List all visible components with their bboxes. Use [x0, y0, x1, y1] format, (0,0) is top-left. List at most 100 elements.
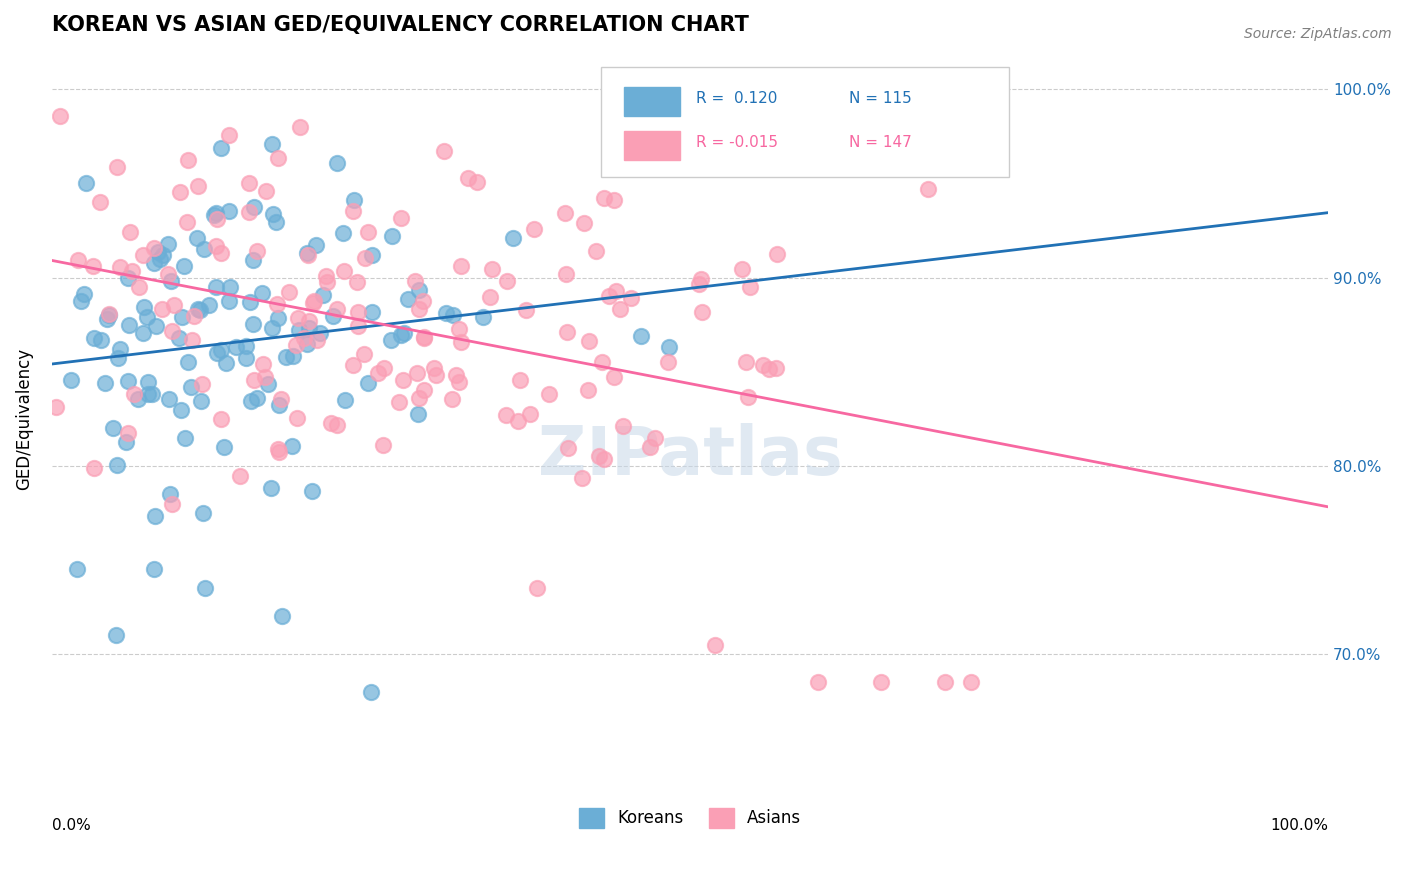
- Point: [412, 330, 434, 344]
- Point: [260, 481, 283, 495]
- Point: [148, 244, 170, 259]
- Point: [174, 431, 197, 445]
- Point: [297, 248, 319, 262]
- Point: [238, 176, 260, 190]
- Point: [588, 449, 610, 463]
- Point: [118, 318, 141, 333]
- Point: [177, 355, 200, 369]
- FancyBboxPatch shape: [624, 87, 679, 116]
- Point: [326, 417, 349, 432]
- Point: [110, 260, 132, 274]
- Point: [389, 328, 412, 343]
- Point: [444, 368, 467, 382]
- Point: [555, 326, 578, 340]
- Point: [354, 251, 377, 265]
- Point: [193, 242, 215, 256]
- Point: [870, 675, 893, 690]
- Point: [578, 334, 600, 348]
- Point: [159, 274, 181, 288]
- FancyBboxPatch shape: [624, 131, 679, 160]
- Point: [298, 314, 321, 328]
- Text: N = 147: N = 147: [849, 135, 912, 150]
- Point: [297, 337, 319, 351]
- Point: [609, 301, 631, 316]
- Point: [169, 185, 191, 199]
- Point: [283, 350, 305, 364]
- Point: [167, 331, 190, 345]
- Point: [218, 294, 240, 309]
- Point: [121, 264, 143, 278]
- Point: [157, 237, 180, 252]
- Point: [188, 303, 211, 318]
- Point: [287, 410, 309, 425]
- Point: [335, 392, 357, 407]
- Text: ZIPatlas: ZIPatlas: [537, 423, 842, 489]
- Point: [302, 296, 325, 310]
- Point: [509, 372, 531, 386]
- Point: [235, 351, 257, 366]
- Point: [143, 256, 166, 270]
- Y-axis label: GED/Equivalency: GED/Equivalency: [15, 348, 32, 490]
- Point: [404, 275, 426, 289]
- Point: [209, 343, 232, 358]
- Point: [502, 231, 524, 245]
- Point: [104, 628, 127, 642]
- Point: [160, 498, 183, 512]
- Point: [172, 310, 194, 325]
- Point: [758, 361, 780, 376]
- Point: [690, 271, 713, 285]
- Point: [738, 280, 761, 294]
- Point: [212, 440, 235, 454]
- Point: [97, 308, 120, 322]
- Text: R = -0.015: R = -0.015: [696, 135, 779, 150]
- Point: [959, 675, 981, 690]
- Point: [496, 274, 519, 288]
- Point: [301, 484, 323, 499]
- Point: [465, 175, 488, 189]
- Point: [266, 297, 288, 311]
- Point: [557, 441, 579, 455]
- Point: [128, 280, 150, 294]
- Point: [408, 283, 430, 297]
- Point: [105, 161, 128, 175]
- Point: [169, 402, 191, 417]
- Point: [143, 509, 166, 524]
- Point: [523, 222, 546, 236]
- Point: [181, 333, 204, 347]
- Point: [380, 333, 402, 347]
- Point: [413, 330, 436, 344]
- Point: [934, 675, 956, 690]
- Point: [423, 360, 446, 375]
- Point: [209, 411, 232, 425]
- Text: Source: ZipAtlas.com: Source: ZipAtlas.com: [1244, 27, 1392, 41]
- Point: [114, 435, 136, 450]
- Point: [69, 293, 91, 308]
- Point: [644, 432, 666, 446]
- Point: [60, 373, 83, 387]
- Point: [347, 319, 370, 334]
- Point: [433, 144, 456, 158]
- Point: [389, 211, 412, 225]
- Point: [387, 395, 409, 409]
- Point: [242, 318, 264, 332]
- Point: [315, 276, 337, 290]
- Point: [267, 310, 290, 325]
- Point: [408, 301, 430, 316]
- Point: [360, 248, 382, 262]
- Point: [690, 305, 713, 319]
- Text: 0.0%: 0.0%: [52, 818, 90, 833]
- Point: [160, 324, 183, 338]
- Point: [704, 638, 727, 652]
- Point: [246, 244, 269, 259]
- Point: [159, 487, 181, 501]
- Point: [319, 416, 342, 430]
- Point: [202, 208, 225, 222]
- Point: [66, 562, 89, 576]
- Point: [412, 384, 434, 398]
- Point: [302, 294, 325, 309]
- Point: [288, 120, 311, 134]
- Point: [380, 229, 402, 244]
- Point: [305, 238, 328, 252]
- Point: [638, 440, 661, 454]
- Point: [157, 267, 180, 281]
